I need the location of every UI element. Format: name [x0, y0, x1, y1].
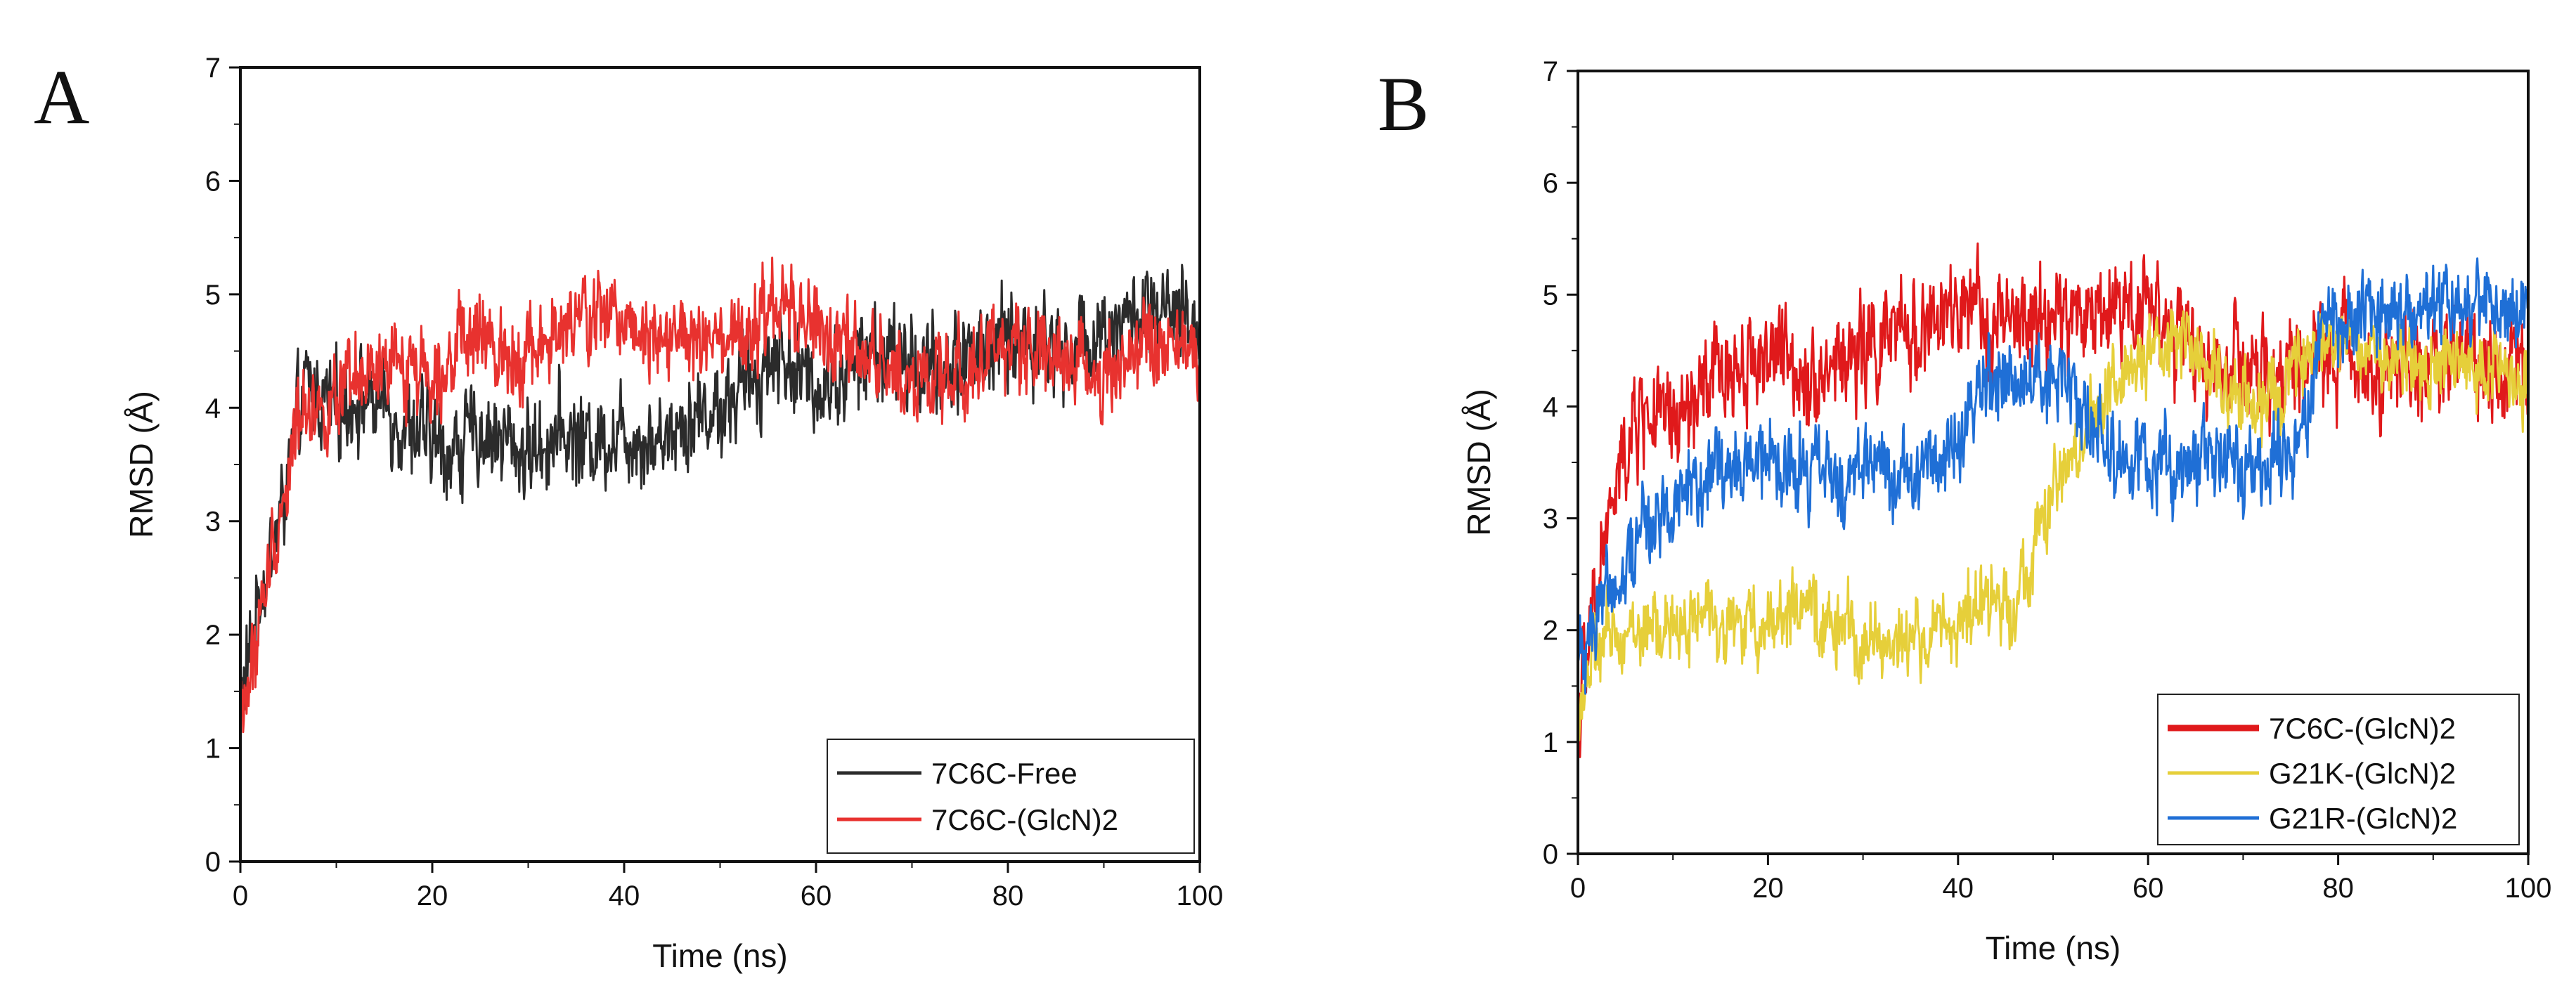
panel-b-y-tick-label-7: 7: [1543, 56, 1558, 87]
panel-letter-a: A: [34, 54, 89, 140]
panel-b-x-tick-label-80: 80: [2322, 873, 2354, 904]
panel-a-x-tick-label-100: 100: [1177, 881, 1224, 911]
panel-a-x-tick-label-0: 0: [233, 881, 248, 911]
panel-b-axes: 0 20 40 60 80 100 0 1 2 3 4 5 6 7: [1543, 56, 2552, 904]
panel-b-legend-label-g21k-glcn2: G21K-(GlcN)2: [2269, 757, 2456, 790]
panel-a-y-tick-label-4: 4: [205, 393, 221, 424]
panel-a-y-tick-label-3: 3: [205, 507, 221, 538]
panel-a-x-tick-label-20: 20: [417, 881, 448, 911]
panel-a-x-axis-title: Time (ns): [652, 937, 788, 974]
panel-a: A 0 20 40 60 80 100 0 1 2 3 4 5 6 7 Time (ns) RMSD (Å…: [34, 53, 1223, 974]
panel-b-series-g21k-glcn-2: [1578, 303, 2528, 741]
panel-b-x-tick-label-100: 100: [2505, 873, 2552, 904]
panel-b-y-tick-label-6: 6: [1543, 168, 1558, 199]
panel-a-series-7c6c-glcn-2: [240, 256, 1200, 734]
panel-b-legend-label-7c6c-glcn2: 7C6C-(GlcN)2: [2269, 712, 2456, 745]
panel-a-x-tick-label-40: 40: [609, 881, 640, 911]
panel-letter-b: B: [1378, 61, 1429, 147]
panel-a-x-tick-label-60: 60: [801, 881, 832, 911]
panel-a-y-tick-label-7: 7: [205, 53, 221, 84]
panel-a-legend-box: [827, 739, 1195, 854]
panel-a-y-tick-label-1: 1: [205, 734, 221, 765]
panel-b-x-tick-label-40: 40: [1943, 873, 1974, 904]
panel-b: B 0 20 40 60 80 100 0 1 2 3 4 5 6 7 Time (ns) RMSD (Å…: [1378, 56, 2551, 966]
panel-a-y-tick-label-6: 6: [205, 166, 221, 197]
panel-a-y-tick-label-2: 2: [205, 620, 221, 651]
panel-b-x-tick-label-0: 0: [1570, 873, 1586, 904]
panel-a-axes: 0 20 40 60 80 100 0 1 2 3 4 5 6 7: [205, 53, 1224, 911]
panel-b-y-axis-title: RMSD (Å): [1461, 389, 1497, 536]
panel-b-y-tick-label-4: 4: [1543, 391, 1558, 422]
panel-a-legend: 7C6C-Free 7C6C-(GlcN)2: [827, 739, 1195, 854]
panel-b-x-tick-label-20: 20: [1752, 873, 1784, 904]
panel-a-y-tick-label-5: 5: [205, 280, 221, 311]
panel-a-series-group: [240, 256, 1200, 734]
panel-b-y-tick-label-5: 5: [1543, 280, 1558, 311]
panel-a-legend-label-7c6c-free: 7C6C-Free: [931, 757, 1077, 790]
panel-b-y-tick-label-2: 2: [1543, 616, 1558, 647]
panel-b-series-7c6c-glcn-2: [1578, 242, 2528, 758]
panel-b-legend: 7C6C-(GlcN)2 G21K-(GlcN)2 G21R-(GlcN)2: [2157, 694, 2520, 845]
panel-a-y-tick-label-0: 0: [205, 847, 221, 878]
panel-b-legend-label-g21r-glcn2: G21R-(GlcN)2: [2269, 802, 2457, 835]
panel-a-legend-label-7c6c-glcn2: 7C6C-(GlcN)2: [931, 803, 1118, 836]
panel-b-series-group: [1578, 242, 2528, 758]
panel-b-x-tick-label-60: 60: [2132, 873, 2164, 904]
panel-b-series-g21r-glcn-2: [1578, 257, 2528, 695]
panel-b-y-tick-label-3: 3: [1543, 504, 1558, 535]
panel-b-y-tick-label-1: 1: [1543, 727, 1558, 758]
panel-b-y-tick-label-0: 0: [1543, 839, 1558, 870]
panel-a-x-tick-label-80: 80: [992, 881, 1024, 911]
panel-b-x-axis-title: Time (ns): [1986, 930, 2121, 966]
panel-a-y-axis-title: RMSD (Å): [123, 391, 160, 538]
